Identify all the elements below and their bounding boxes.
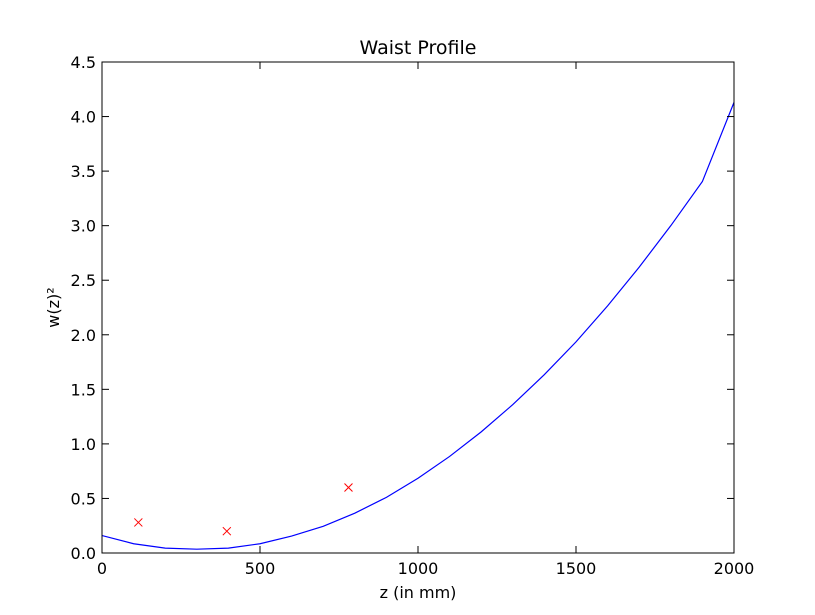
y-tick-label: 1.5 [71, 380, 96, 399]
series-line-0 [102, 102, 734, 550]
y-tick-label: 0.5 [71, 489, 96, 508]
y-tick-label: 2.5 [71, 271, 96, 290]
x-tick-label: 2000 [714, 559, 755, 578]
x-tick-label: 500 [245, 559, 276, 578]
y-axis-label: w(z)² [44, 287, 63, 327]
y-tick-label: 0.0 [71, 544, 96, 563]
data-point-marker [133, 518, 143, 527]
y-tick-label: 2.0 [71, 326, 96, 345]
x-tick-label: 1000 [398, 559, 439, 578]
y-tick-label: 1.0 [71, 435, 96, 454]
plot-frame [101, 61, 735, 554]
x-tick-label: 1500 [556, 559, 597, 578]
x-axis-label: z (in mm) [380, 583, 457, 602]
chart-title: Waist Profile [360, 37, 477, 59]
plot-area [102, 102, 734, 550]
marker-stroke [344, 483, 353, 492]
data-point-marker [344, 483, 353, 492]
marker-stroke [133, 518, 143, 527]
data-point-marker [222, 526, 232, 536]
y-tick-label: 3.5 [71, 162, 96, 181]
x-tick-label: 0 [97, 559, 107, 578]
y-tick-label: 4.5 [71, 53, 96, 72]
y-tick-label: 4.0 [71, 108, 96, 127]
marker-stroke [222, 526, 232, 536]
y-tick-label: 3.0 [71, 217, 96, 236]
